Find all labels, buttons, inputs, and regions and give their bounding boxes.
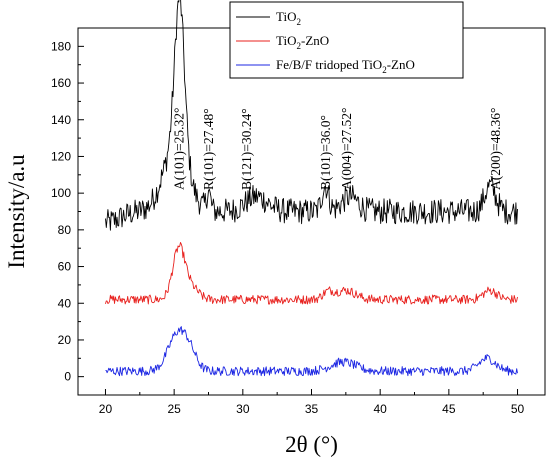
y-tick-label: 160 — [51, 76, 71, 90]
y-tick-label: 100 — [51, 186, 71, 200]
y-tick-label: 180 — [51, 39, 71, 53]
x-tick-label: 35 — [305, 402, 319, 416]
x-tick-label: 25 — [167, 402, 181, 416]
plot-frame — [77, 27, 546, 396]
peak-annotation: B(101)=36.0° — [318, 115, 333, 190]
axes-group: 20 25 30 35 40 45 50 0 20 40 60 80 100 120 140 160 180 2θ… — [4, 27, 546, 457]
x-axis-title: 2θ (°) — [285, 432, 338, 457]
y-tick-label: 120 — [51, 149, 71, 163]
peak-annotation: A(004)=27.52° — [339, 108, 354, 190]
y-tick-label: 80 — [58, 223, 72, 237]
x-tick-label: 20 — [99, 402, 113, 416]
y-tick-label: 60 — [58, 260, 72, 274]
series-line-2 — [105, 242, 518, 305]
legend-label: TiO2 — [276, 9, 301, 27]
peak-annotation: R(101)=27.48° — [201, 108, 216, 190]
series-line-3 — [105, 326, 518, 377]
peak-annotation: B(121)=30.24° — [239, 108, 254, 190]
annotations-group: A(101)=25.32° R(101)=27.48° B(121)=30.24° B… — [172, 108, 503, 190]
y-axis-title: Intensity/a.u — [4, 154, 29, 269]
x-tick-label: 30 — [236, 402, 250, 416]
series-group — [105, 0, 518, 377]
x-tick-label: 50 — [511, 402, 525, 416]
y-tick-label: 0 — [64, 370, 71, 384]
series-line-1 — [105, 0, 518, 231]
legend-label: TiO2-ZnO — [276, 33, 329, 51]
y-tick-label: 20 — [58, 333, 72, 347]
x-tick-label: 40 — [373, 402, 387, 416]
peak-annotation: A(101)=25.32° — [172, 108, 187, 190]
legend: TiO2 TiO2-ZnO Fe/B/F tridoped TiO2-ZnO — [229, 1, 464, 79]
peak-annotation: A(200)=48.36° — [488, 108, 503, 190]
y-tick-label: 140 — [51, 113, 71, 127]
x-tick-label: 45 — [442, 402, 456, 416]
y-tick-label: 40 — [58, 296, 72, 310]
legend-label: Fe/B/F tridoped TiO2-ZnO — [276, 57, 415, 75]
